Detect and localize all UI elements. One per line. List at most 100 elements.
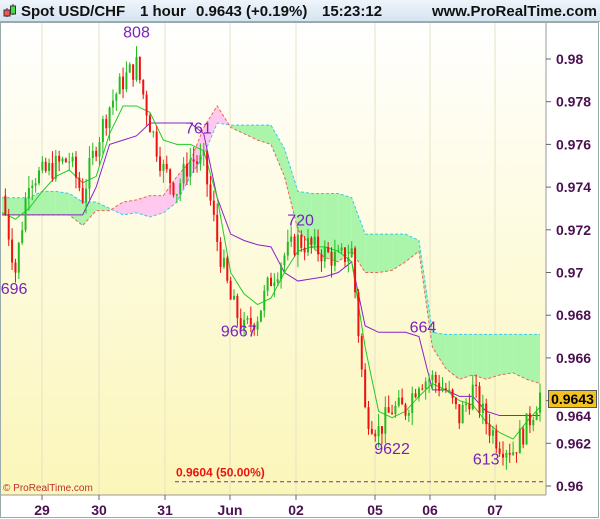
candle-body	[343, 247, 346, 262]
extreme-label: 720	[287, 213, 314, 230]
cloud-segment	[486, 334, 500, 380]
y-tick-label: 0.968	[556, 307, 591, 323]
y-tick-label: 0.98	[556, 51, 583, 67]
candle-body	[505, 452, 508, 458]
candle-body	[249, 317, 252, 325]
candle-body	[532, 419, 535, 426]
cloud-segment	[123, 199, 137, 215]
candle-body	[98, 142, 101, 157]
candle-body	[306, 237, 309, 253]
candle-body	[374, 433, 377, 437]
candle-body	[189, 159, 192, 177]
candle-body	[518, 428, 521, 454]
candle-body	[364, 369, 367, 408]
candle-body	[212, 200, 215, 215]
candle-body	[498, 448, 501, 454]
candle-body	[458, 404, 461, 424]
price-chart[interactable]: 808 761 720 696 9667 9622 664 613 0.9604 (50.00%…	[0, 22, 600, 519]
candle-body	[478, 385, 481, 413]
cloud-segment	[109, 202, 124, 215]
candle-body	[222, 257, 225, 267]
candle-body	[11, 239, 14, 263]
candle-body	[424, 381, 427, 390]
candle-body	[172, 183, 175, 196]
cloud-segment	[392, 234, 406, 271]
cloud-segment	[136, 195, 150, 217]
extreme-label: 613	[473, 452, 500, 469]
plot-area	[0, 22, 546, 495]
candle-body	[471, 384, 474, 410]
clock-time: 15:23:12	[322, 3, 383, 20]
tenkan-sen-line	[1, 105, 541, 440]
candle-body	[159, 156, 162, 171]
candlestick-logo-icon	[3, 4, 16, 17]
candle-body	[256, 321, 259, 330]
candle-body	[273, 282, 276, 286]
candle-body	[407, 413, 410, 416]
candle-body	[58, 155, 61, 162]
y-tick-label: 0.972	[556, 222, 591, 238]
candle-body	[515, 452, 518, 454]
cloud-segment	[149, 195, 164, 217]
candle-body	[397, 397, 400, 406]
candle-body	[266, 277, 269, 291]
candle-body	[21, 230, 24, 243]
chart-border	[0, 22, 599, 518]
kijun-sen-line	[2, 122, 540, 417]
candle-body	[263, 290, 266, 311]
candle-body	[438, 382, 441, 391]
candle-body	[350, 248, 353, 258]
instrument-name: Spot USD/CHF	[21, 3, 126, 20]
candle-body	[290, 236, 293, 242]
candle-body	[454, 397, 457, 405]
copyright: © ProRealTime.com	[3, 483, 93, 494]
current-price-badge: 0.9643	[548, 390, 597, 408]
y-tick-label: 0.976	[556, 136, 591, 152]
candle-body	[169, 169, 172, 184]
extreme-label: 696	[1, 281, 28, 298]
candle-body	[323, 247, 326, 262]
candle-body	[428, 380, 431, 382]
candle-body	[108, 107, 111, 129]
candle-body	[206, 151, 209, 185]
candle-body	[216, 214, 219, 242]
candle-body	[125, 72, 128, 90]
site-link[interactable]: www.ProRealTime.com	[431, 3, 597, 20]
senkou-span-a-line	[2, 122, 540, 335]
candle-body	[196, 161, 199, 164]
y-tick-label: 0.962	[556, 435, 591, 451]
candle-body	[142, 79, 145, 95]
cloud-segment	[55, 191, 70, 215]
candle-body	[118, 76, 121, 94]
candle-body	[64, 158, 67, 163]
candle-body	[185, 163, 188, 177]
candle-body	[370, 428, 373, 434]
candle-body	[236, 295, 239, 319]
candle-body	[502, 453, 505, 458]
candle-body	[165, 163, 168, 170]
candle-body	[219, 241, 222, 267]
candle-body	[276, 279, 279, 283]
candle-body	[347, 257, 350, 262]
candle-body	[44, 161, 47, 171]
candle-body	[135, 56, 138, 80]
candle-body	[74, 156, 77, 178]
candle-body	[243, 319, 246, 330]
candle-body	[528, 413, 531, 426]
candle-body	[535, 412, 538, 420]
candle-body	[485, 403, 488, 425]
candle-body	[81, 187, 84, 203]
candle-body	[270, 277, 272, 286]
candle-body	[54, 155, 57, 179]
cloud-segment	[365, 234, 379, 273]
cloud-segment	[472, 334, 487, 380]
y-tick-label: 0.964	[556, 408, 591, 424]
x-tick-label: 07	[487, 502, 503, 518]
candle-body	[330, 252, 333, 266]
candle-body	[333, 251, 336, 266]
extreme-label: 808	[123, 25, 150, 42]
cloud-segment	[15, 197, 29, 215]
cloud-segment	[445, 334, 460, 380]
candle-body	[354, 248, 357, 293]
candle-body	[380, 426, 383, 434]
